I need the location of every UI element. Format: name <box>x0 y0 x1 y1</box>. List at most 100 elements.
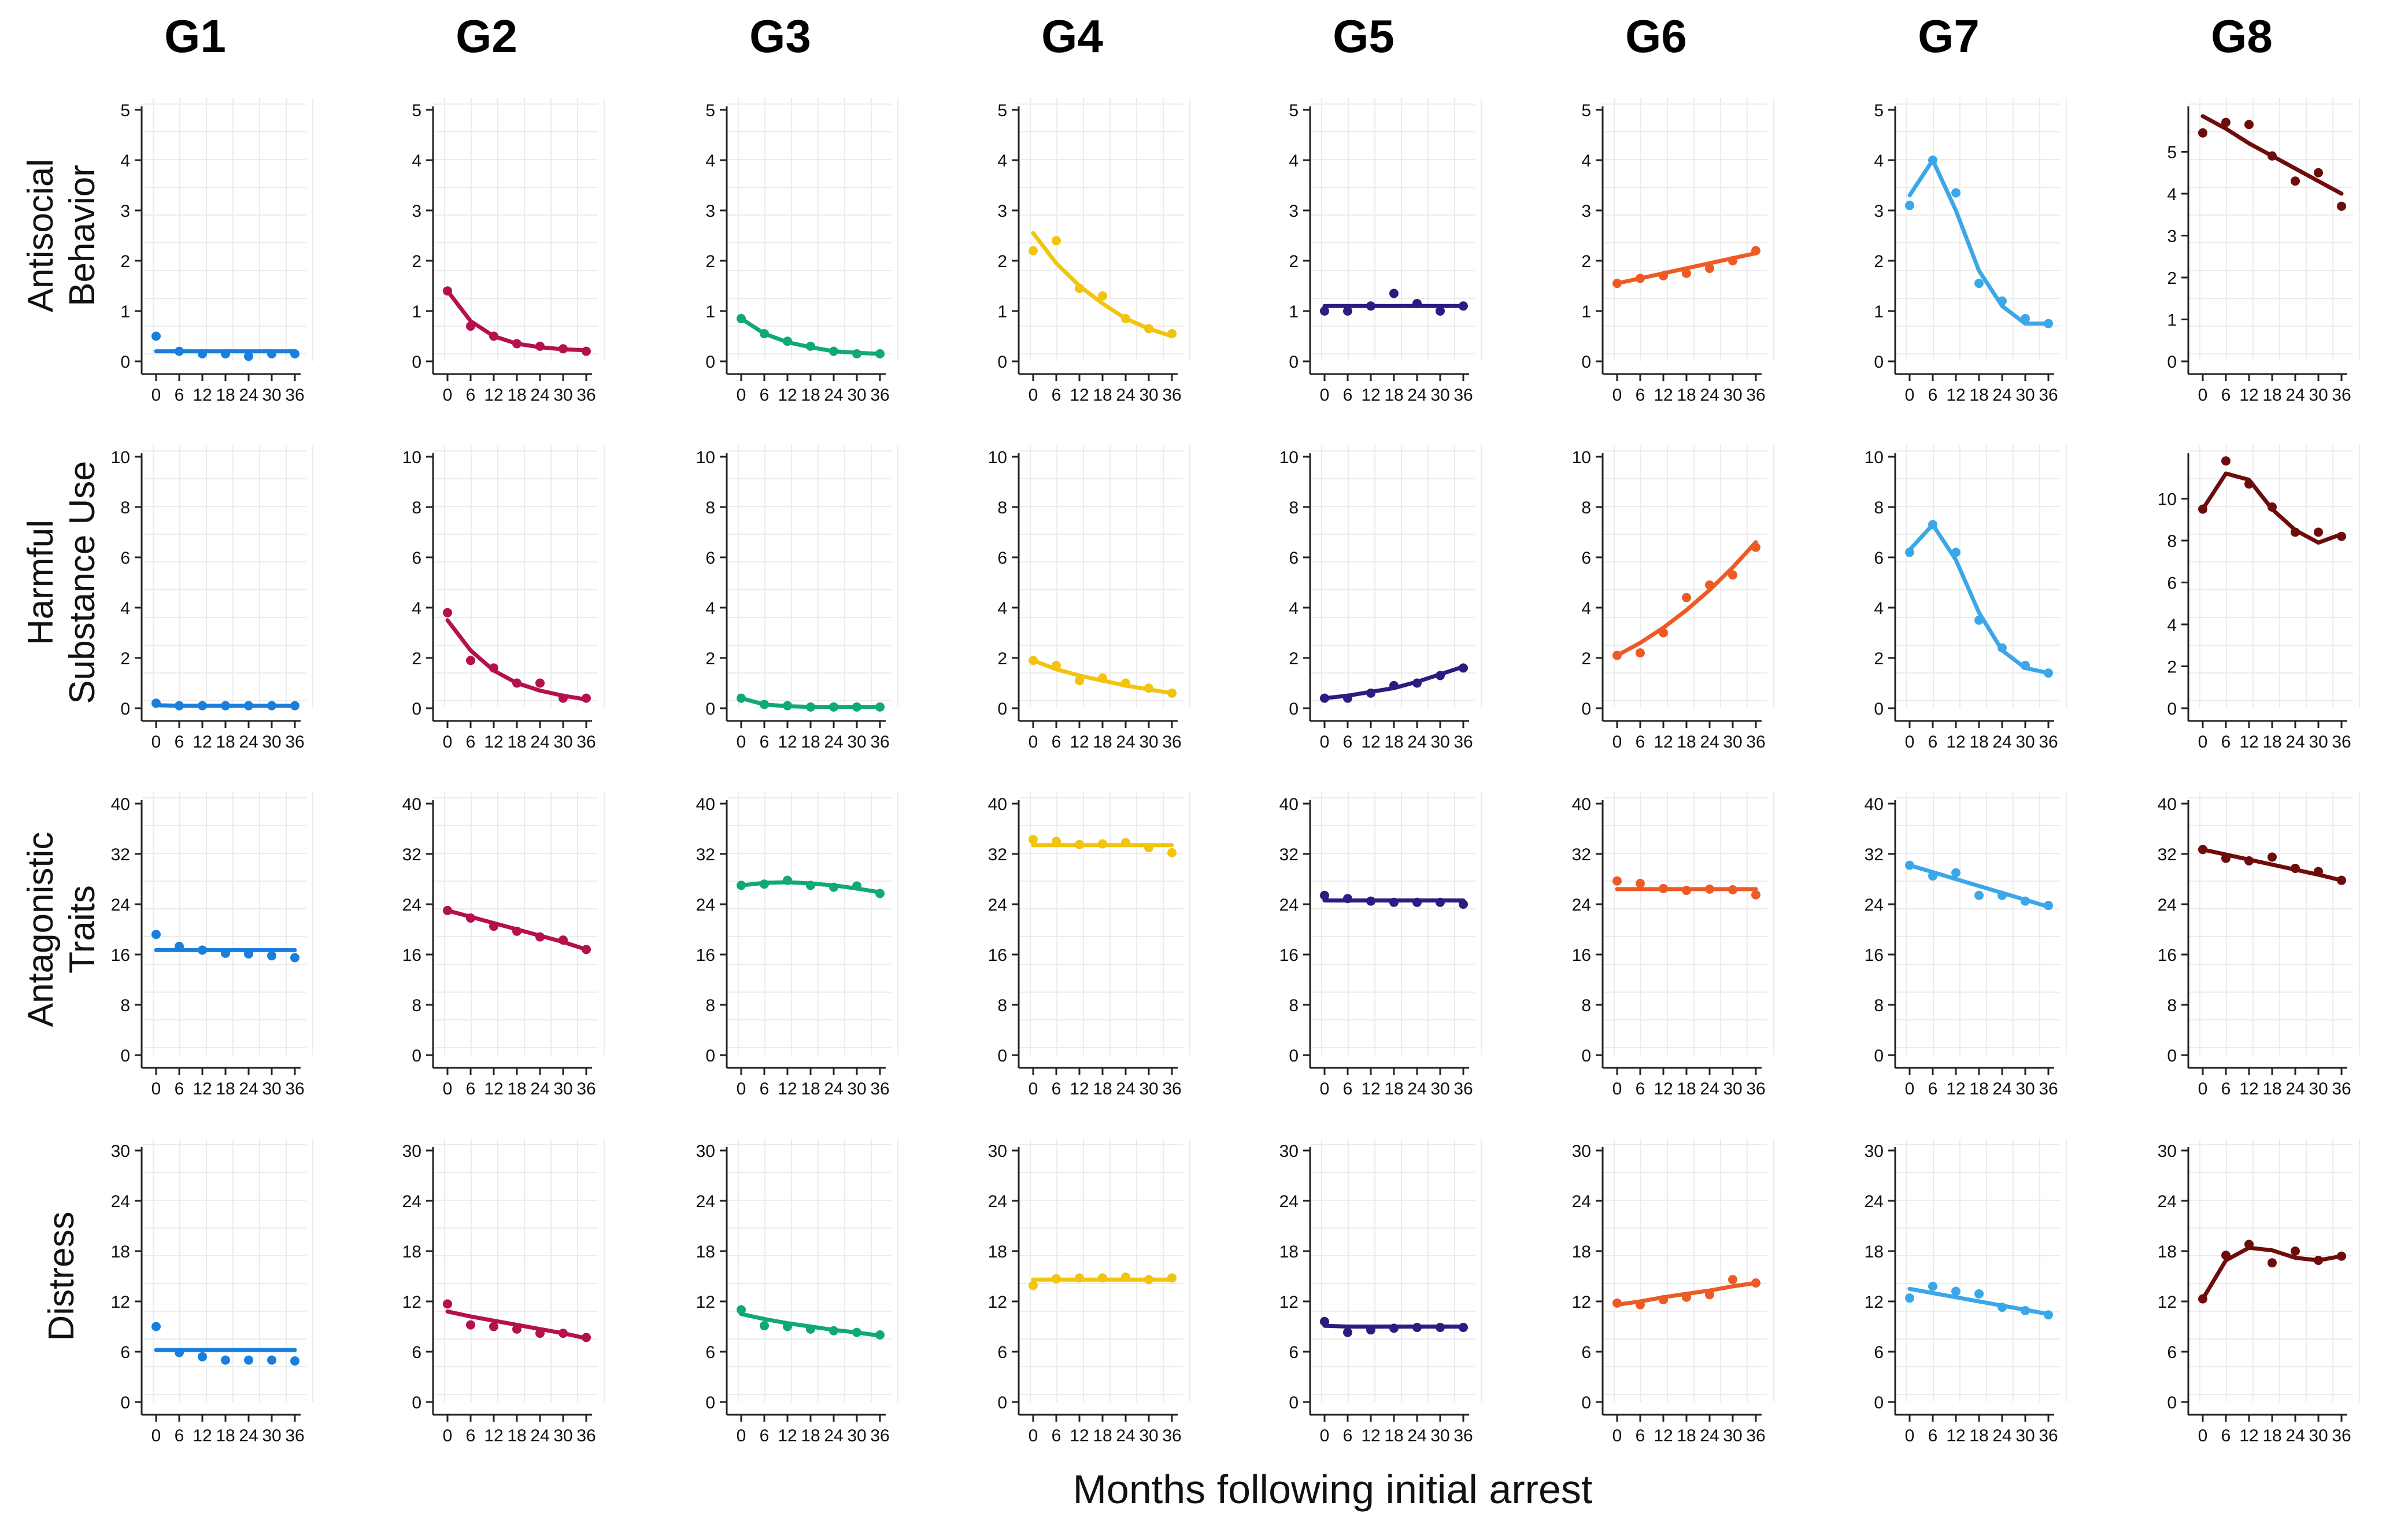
x-tick-label: 12 <box>1654 386 1673 405</box>
data-point-r2-g1-m12 <box>198 701 207 711</box>
data-point-r4-g3-m24 <box>829 1326 838 1336</box>
data-point-r3-g3-m0 <box>737 881 746 890</box>
data-point-r4-g6-m30 <box>1728 1275 1737 1285</box>
data-point-r1-g7-m30 <box>2021 314 2030 324</box>
data-point-r4-g1-m0 <box>151 1322 161 1331</box>
y-tick-label: 0 <box>997 700 1007 719</box>
y-tick-label: 8 <box>120 498 130 517</box>
data-point-r4-g3-m6 <box>760 1321 769 1331</box>
data-point-r3-g5-m30 <box>1436 897 1445 907</box>
x-tick-label: 0 <box>737 733 746 752</box>
data-point-r3-g6-m36 <box>1751 890 1760 900</box>
y-tick-label: 32 <box>1572 845 1591 864</box>
x-tick-label: 30 <box>1723 386 1742 405</box>
x-tick-label: 12 <box>1361 733 1380 752</box>
x-tick-label: 18 <box>1384 386 1403 405</box>
x-tick-label: 12 <box>193 1426 212 1445</box>
x-tick-label: 24 <box>1992 1426 2011 1445</box>
y-tick-label: 8 <box>997 996 1007 1015</box>
data-point-r2-g3-m0 <box>737 693 746 703</box>
y-tick-label: 30 <box>696 1142 715 1161</box>
x-tick-label: 6 <box>760 733 770 752</box>
y-tick-label: 18 <box>696 1242 715 1262</box>
x-tick-label: 24 <box>1700 1426 1719 1445</box>
y-tick-label: 4 <box>1874 599 1884 618</box>
data-point-r2-g3-m18 <box>806 702 815 712</box>
x-tick-label: 24 <box>530 386 549 405</box>
data-point-r1-g1-m30 <box>267 349 276 358</box>
fit-line-r1-g4 <box>1031 231 1174 338</box>
y-tick-label: 6 <box>412 549 421 568</box>
data-point-r4-g3-m36 <box>875 1330 885 1340</box>
y-tick-label: 8 <box>412 996 421 1015</box>
y-tick-label: 8 <box>997 498 1007 517</box>
group-title-g7: G7 <box>1918 10 1980 62</box>
y-tick-label: 2 <box>412 649 421 668</box>
y-tick-label: 10 <box>988 448 1007 467</box>
y-tick-label: 8 <box>705 996 715 1015</box>
x-tick-label: 12 <box>1070 1426 1089 1445</box>
y-tick-label: 12 <box>111 1293 130 1312</box>
x-tick-label: 6 <box>2221 1079 2231 1098</box>
y-tick-label: 40 <box>696 795 715 814</box>
y-tick-label: 10 <box>696 448 715 467</box>
y-tick-label: 0 <box>412 353 421 372</box>
x-tick-label: 30 <box>847 1426 866 1445</box>
y-tick-label: 8 <box>1874 996 1884 1015</box>
data-point-r4-g8-m36 <box>2337 1251 2346 1261</box>
data-point-r2-g2-m0 <box>443 608 452 617</box>
row-label-2: Harmful Substance Use <box>21 461 102 704</box>
data-point-r3-g4-m6 <box>1052 837 1061 846</box>
data-point-r1-g1-m18 <box>221 349 230 358</box>
y-tick-label: 0 <box>412 1046 421 1066</box>
data-point-r4-g5-m12 <box>1366 1325 1375 1335</box>
data-point-r3-g5-m18 <box>1389 897 1399 907</box>
data-point-r1-g6-m0 <box>1612 279 1622 288</box>
x-tick-label: 18 <box>1093 733 1112 752</box>
x-tick-label: 36 <box>2039 1426 2058 1445</box>
x-tick-label: 18 <box>1677 386 1696 405</box>
y-tick-label: 0 <box>120 1046 130 1066</box>
data-point-r2-g2-m36 <box>582 693 591 703</box>
x-tick-label: 12 <box>484 733 503 752</box>
y-tick-label: 8 <box>1581 498 1591 517</box>
data-point-r3-g2-m18 <box>512 926 521 936</box>
data-point-r3-g8-m12 <box>2244 856 2254 865</box>
y-tick-label: 0 <box>1581 700 1591 719</box>
y-tick-label: 18 <box>402 1242 421 1262</box>
x-tick-label: 24 <box>239 1426 258 1445</box>
data-point-r4-g8-m6 <box>2221 1251 2231 1260</box>
row-label-line: Harmful <box>21 520 61 645</box>
data-point-r1-g4-m18 <box>1098 291 1107 301</box>
data-point-r4-g6-m0 <box>1612 1298 1622 1308</box>
y-tick-label: 4 <box>412 599 421 618</box>
data-point-r3-g1-m30 <box>267 951 276 961</box>
y-tick-label: 8 <box>705 498 715 517</box>
x-tick-label: 36 <box>870 1426 889 1445</box>
x-tick-label: 36 <box>576 733 595 752</box>
x-tick-label: 6 <box>1052 1426 1061 1445</box>
data-point-r2-g8-m30 <box>2314 527 2323 537</box>
group-title-g8: G8 <box>2211 10 2273 62</box>
data-point-r2-g8-m0 <box>2198 504 2207 514</box>
data-point-r3-g6-m24 <box>1705 884 1714 894</box>
x-tick-label: 12 <box>193 733 212 752</box>
y-tick-label: 8 <box>1289 996 1299 1015</box>
x-tick-label: 30 <box>1430 1426 1449 1445</box>
data-point-r2-g2-m30 <box>558 693 568 703</box>
data-point-r3-g3-m24 <box>829 882 838 892</box>
y-tick-label: 2 <box>120 252 130 271</box>
data-point-r4-g8-m12 <box>2244 1240 2254 1249</box>
data-point-r1-g2-m18 <box>512 339 521 349</box>
data-point-r1-g7-m6 <box>1928 156 1937 165</box>
y-tick-label: 0 <box>1874 1393 1884 1412</box>
data-point-r3-g8-m30 <box>2314 867 2323 876</box>
data-point-r2-g6-m36 <box>1751 542 1760 552</box>
data-point-r4-g1-m36 <box>290 1356 299 1366</box>
x-tick-label: 24 <box>1700 733 1719 752</box>
data-point-r1-g8-m12 <box>2244 120 2254 130</box>
